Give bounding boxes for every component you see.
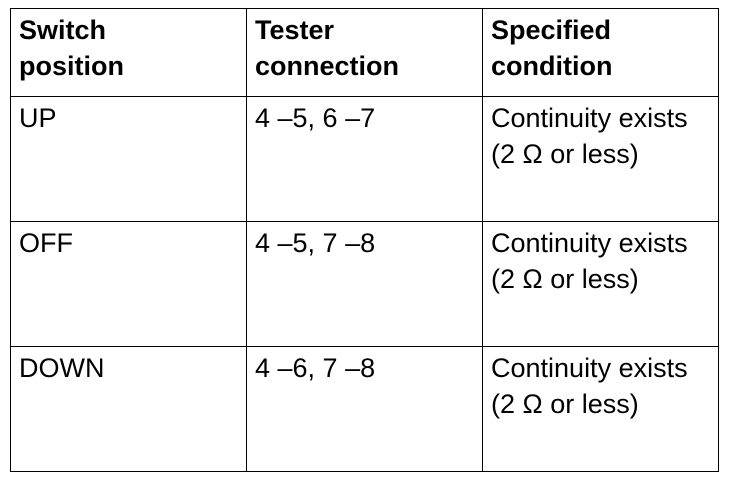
- header-cell: Switch position: [10, 8, 247, 97]
- header-row: Switch position Tester connection Specifie…: [10, 8, 719, 97]
- table-body: UP 4 –5, 6 –7 Continuity exists (2 Ω or le…: [10, 96, 719, 472]
- table: Switch position Tester connection Specifie…: [10, 8, 719, 472]
- table-cell: 4 –5, 6 –7: [246, 96, 483, 222]
- table-cell: 4 –6, 7 –8: [246, 346, 483, 472]
- table-cell: Continuity exists (2 Ω or less): [482, 96, 719, 222]
- table-cell: DOWN: [10, 346, 247, 472]
- header-cell: Specified condition: [482, 8, 719, 97]
- header-cell: Tester connection: [246, 8, 483, 97]
- table-cell: 4 –5, 7 –8: [246, 221, 483, 347]
- table-cell: Continuity exists (2 Ω or less): [482, 221, 719, 347]
- table-row: DOWN 4 –6, 7 –8 Continuity exists (2 Ω or …: [10, 346, 719, 472]
- table-cell: UP: [10, 96, 247, 222]
- table-cell: OFF: [10, 221, 247, 347]
- table-cell: Continuity exists (2 Ω or less): [482, 346, 719, 472]
- table-row: OFF 4 –5, 7 –8 Continuity exists (2 Ω or l…: [10, 221, 719, 347]
- table-row: UP 4 –5, 6 –7 Continuity exists (2 Ω or le…: [10, 96, 719, 222]
